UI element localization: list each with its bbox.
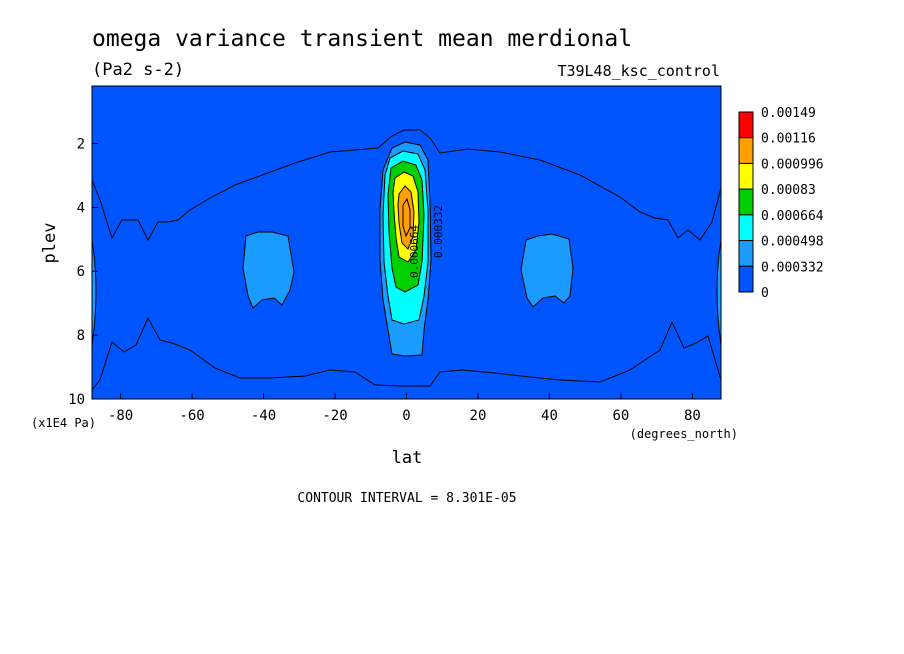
chart-title: omega variance transient mean merdional (92, 26, 632, 52)
chart-units: (Pa2 s-2) (92, 60, 184, 80)
inline-label-2: 0.000332 (432, 205, 445, 258)
y-tick-label: 2 (77, 136, 85, 152)
colorbar-label: 0.00149 (761, 106, 816, 121)
colorbar-swatch (738, 137, 754, 164)
x-tick-label: 0 (402, 408, 410, 424)
x-tick-label: 20 (470, 408, 487, 424)
contour-line-outer-upper (91, 129, 722, 242)
x-tick-label: 40 (541, 408, 558, 424)
x-tick-label: -40 (251, 408, 276, 424)
contour-blob-right (520, 233, 574, 308)
colorbar-swatch (738, 111, 754, 139)
contour-line-outer-lower (91, 316, 722, 391)
y-tick-label: 10 (68, 392, 85, 408)
x-tick-label: 80 (684, 408, 701, 424)
x-axis: -80 -60 -40 -20 0 20 40 60 80 (108, 393, 701, 424)
colorbar-label: 0.000996 (761, 157, 824, 172)
colorbar-swatch (738, 162, 754, 190)
colorbar-label: 0 (761, 286, 769, 301)
y-tick-label: 6 (77, 264, 85, 280)
colorbar-swatch (738, 240, 754, 267)
plot-area: 0.000664 0.000332 (91, 85, 722, 400)
y-axis-title: plev (40, 223, 60, 264)
y-tick-label: 4 (77, 200, 85, 216)
colorbar-label: 0.000498 (761, 235, 824, 250)
y-axis: 2 4 6 8 10 (68, 136, 98, 408)
x-tick-label: -80 (108, 408, 133, 424)
x-tick-label: -20 (322, 408, 347, 424)
x-tick-label: -60 (179, 408, 204, 424)
colorbar-label: 0.000664 (761, 209, 824, 224)
x-units-label: (degrees_north) (630, 427, 738, 441)
colorbar-label: 0.00083 (761, 183, 816, 198)
colorbar-swatch (738, 214, 754, 242)
inline-label-1: 0.000664 (408, 225, 421, 278)
dataset-label: T39L48_ksc_control (557, 62, 720, 80)
contour-line-inner (402, 197, 411, 238)
colorbar-label: 0.00116 (761, 132, 816, 147)
x-tick-label: 60 (613, 408, 630, 424)
colorbar-label: 0.000332 (761, 260, 824, 275)
x-axis-title: lat (392, 448, 423, 468)
equatorial-maximum (379, 141, 432, 357)
y-tick-label: 8 (77, 328, 85, 344)
colorbar-swatch (738, 265, 754, 293)
colorbar-swatch (738, 188, 754, 216)
y-units-label: (x1E4 Pa) (31, 416, 96, 430)
colorbar: 0.00149 0.00116 0.000996 0.00083 0.000664 0.0… (738, 106, 824, 301)
contour-interval-text: CONTOUR INTERVAL = 8.301E-05 (297, 491, 516, 506)
contour-blob-left (242, 231, 295, 309)
contour-fill-0-000996 (397, 185, 415, 250)
